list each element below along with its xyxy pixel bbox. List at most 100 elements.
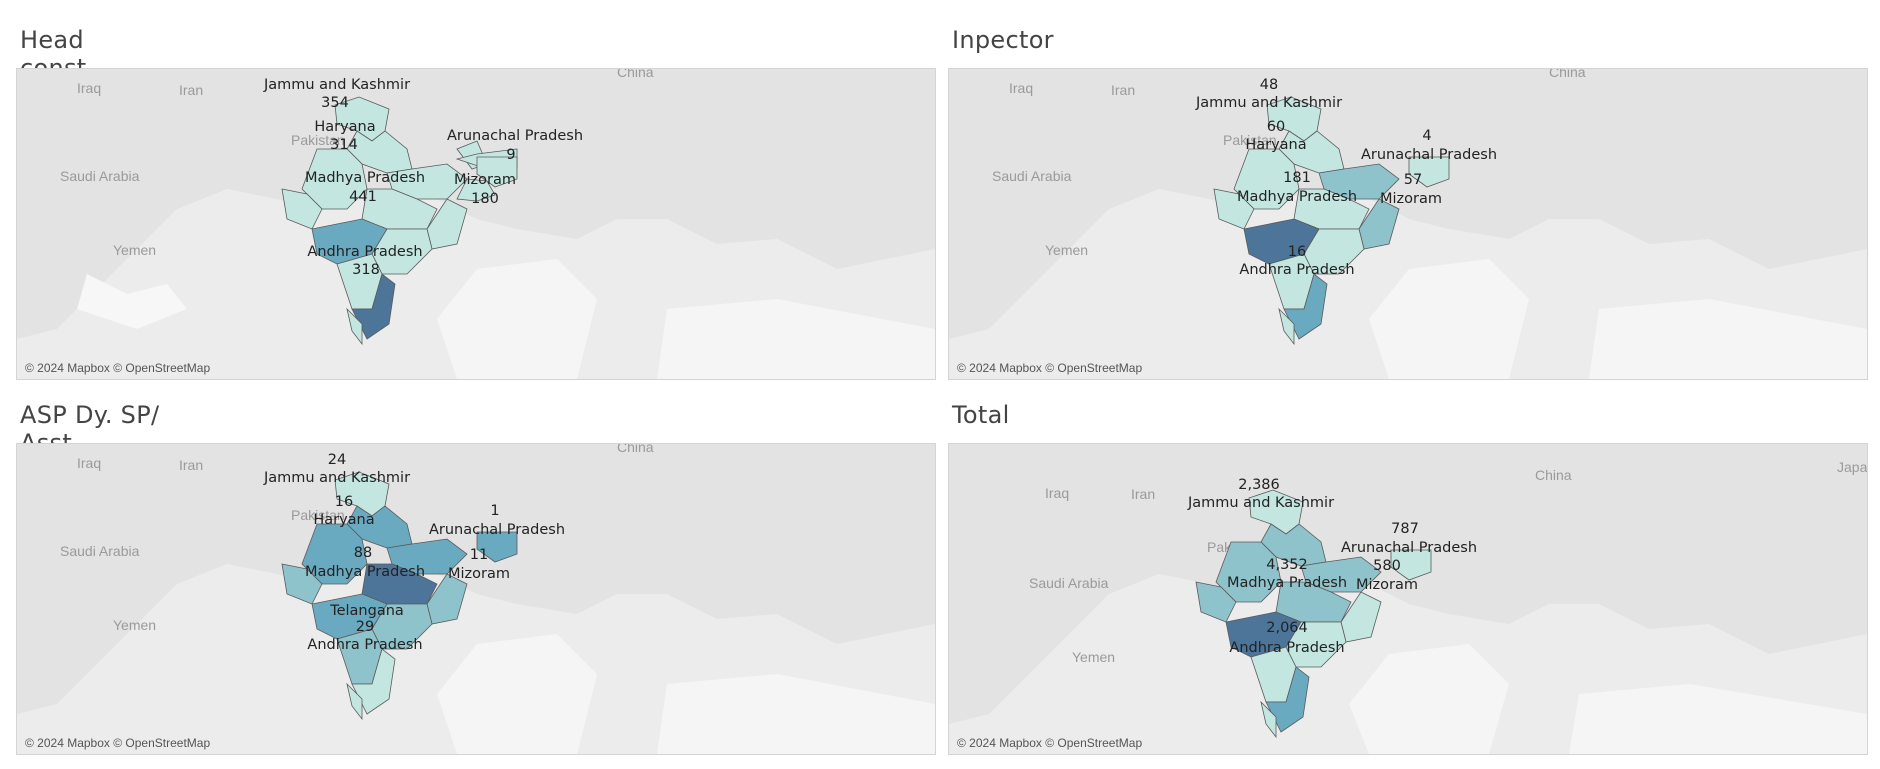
map-inpector[interactable]: Iraq Iran China Pakistan Saudi Arabia Ye… [948, 68, 1868, 380]
value-arunachal-pradesh: 9 [506, 147, 515, 163]
label-andhra-pradesh: Andhra Pradesh [1229, 640, 1344, 656]
land-background [949, 69, 1867, 379]
country-label-china: China [1549, 69, 1586, 80]
south-china-sea [1589, 299, 1867, 379]
state-rajasthan[interactable] [301, 148, 368, 210]
value-mizoram: 180 [471, 191, 499, 207]
state-rajasthan[interactable] [1233, 148, 1300, 210]
india-states[interactable] [1195, 489, 1432, 739]
bay-of-bengal [437, 634, 597, 754]
country-label-yemen: Yemen [113, 242, 156, 258]
choropleth-map[interactable]: Iraq Iran China Pakistan Saudi Arabia Ye… [17, 444, 935, 754]
state-northeast[interactable] [1408, 156, 1450, 188]
bay-of-bengal [1349, 644, 1509, 754]
state-bihar[interactable] [456, 178, 496, 202]
asia-land [949, 444, 1867, 724]
map-labels: 2,386 Jammu and Kashmir 4,352 Madhya Pra… [1187, 477, 1477, 656]
value-arunachal-pradesh: 4 [1422, 128, 1431, 144]
india-states[interactable] [1213, 96, 1450, 346]
value-mizoram: 580 [1373, 558, 1401, 574]
label-jammu-kashmir: Jammu and Kashmir [1195, 95, 1342, 111]
land-background [17, 69, 935, 379]
value-jammu-kashmir: 354 [321, 95, 349, 111]
land-background [17, 444, 935, 754]
label-haryana: Haryana [1245, 137, 1306, 153]
south-china-sea [657, 674, 935, 754]
country-label-iraq: Iraq [1045, 485, 1069, 501]
map-labels: 48 Jammu and Kashmir 60 Haryana 181 Madh… [1195, 77, 1497, 278]
value-haryana: 60 [1267, 119, 1285, 135]
bay-of-bengal [437, 259, 597, 379]
map-labels: Jammu and Kashmir 354 Haryana 314 Madhya… [263, 77, 583, 278]
state-northeast[interactable] [476, 531, 518, 563]
panel-title: Inpector [952, 26, 1054, 54]
value-haryana: 16 [335, 494, 353, 510]
india-states[interactable] [281, 96, 518, 346]
state-northeast[interactable] [476, 156, 518, 188]
value-haryana: 314 [330, 137, 358, 153]
country-label-yemen: Yemen [1072, 649, 1115, 665]
state-kerala[interactable] [346, 682, 363, 721]
map-total[interactable]: Iraq Iran China Pakistan Saudi Arabia Ye… [948, 443, 1868, 755]
asia-land [949, 69, 1867, 339]
panel-title: Total [952, 401, 1010, 429]
state-gujarat[interactable] [1195, 581, 1237, 623]
map-head-const[interactable]: Iraq Iran China Pakistan Saudi Arabia Ye… [16, 68, 936, 380]
label-madhya-pradesh: Madhya Pradesh [305, 564, 425, 580]
label-arunachal-pradesh: Arunachal Pradesh [1361, 147, 1497, 163]
value-madhya-pradesh: 441 [349, 189, 377, 205]
india-states[interactable] [281, 471, 518, 721]
state-tamil-nadu[interactable] [1265, 666, 1310, 733]
state-gujarat[interactable] [281, 563, 323, 605]
state-tamil-nadu[interactable] [351, 273, 396, 340]
country-label-pakistan: Pakistan [291, 132, 345, 148]
choropleth-map[interactable]: Iraq Iran China Pakistan Saudi Arabia Ye… [17, 69, 935, 379]
value-jammu-kashmir: 24 [328, 452, 346, 468]
map-attribution[interactable]: © 2024 Mapbox © OpenStreetMap [957, 736, 1143, 750]
value-mizoram: 57 [1404, 172, 1422, 188]
state-tamil-nadu[interactable] [351, 648, 396, 715]
map-attribution[interactable]: © 2024 Mapbox © OpenStreetMap [25, 361, 211, 375]
map-asp-dysp[interactable]: Iraq Iran China Pakistan Saudi Arabia Ye… [16, 443, 936, 755]
country-label-iraq: Iraq [1009, 80, 1033, 96]
value-andhra-pradesh: 16 [1288, 244, 1306, 260]
arabian-sea-area [77, 274, 187, 329]
map-attribution[interactable]: © 2024 Mapbox © OpenStreetMap [957, 361, 1143, 375]
value-madhya-pradesh: 4,352 [1266, 557, 1308, 573]
label-mizoram: Mizoram [454, 172, 516, 188]
label-jammu-kashmir: Jammu and Kashmir [263, 470, 410, 486]
country-label-china: China [617, 444, 654, 455]
state-northeast[interactable] [1390, 549, 1432, 581]
label-haryana: Haryana [314, 119, 375, 135]
country-label-china: China [1535, 467, 1572, 483]
asia-land [17, 444, 935, 714]
value-andhra-pradesh: 318 [352, 262, 380, 278]
country-label-pakistan: Pakistan [1223, 132, 1277, 148]
state-rajasthan[interactable] [1215, 541, 1282, 603]
choropleth-map[interactable]: Iraq Iran China Pakistan Saudi Arabia Ye… [949, 69, 1867, 379]
state-kerala[interactable] [1260, 700, 1277, 739]
background-country-labels: Iraq Iran China Pakistan Saudi Arabia Ye… [60, 69, 654, 258]
value-arunachal-pradesh: 787 [1391, 521, 1419, 537]
country-label-iran: Iran [1111, 82, 1135, 98]
label-mizoram: Mizoram [1356, 577, 1418, 593]
state-gujarat[interactable] [1213, 188, 1255, 230]
state-kerala[interactable] [346, 307, 363, 346]
country-label-pakistan: Pakistan [291, 507, 345, 523]
label-arunachal-pradesh: Arunachal Pradesh [1341, 540, 1477, 556]
state-rajasthan[interactable] [301, 523, 368, 585]
choropleth-map[interactable]: Iraq Iran China Pakistan Saudi Arabia Ye… [949, 444, 1867, 754]
background-country-labels: Iraq Iran China Pakistan Saudi Arabia Ye… [60, 444, 654, 633]
country-label-saudi-arabia: Saudi Arabia [1029, 575, 1109, 591]
value-arunachal-pradesh: 1 [490, 503, 499, 519]
south-china-sea [657, 299, 935, 379]
map-attribution[interactable]: © 2024 Mapbox © OpenStreetMap [25, 736, 211, 750]
label-arunachal-pradesh: Arunachal Pradesh [447, 128, 583, 144]
state-gujarat[interactable] [281, 188, 323, 230]
state-tamil-nadu[interactable] [1283, 273, 1328, 340]
state-kerala[interactable] [1278, 307, 1295, 346]
country-label-saudi-arabia: Saudi Arabia [60, 543, 140, 559]
label-andhra-pradesh: Andhra Pradesh [1239, 262, 1354, 278]
value-jammu-kashmir: 48 [1260, 77, 1278, 93]
country-label-china: China [617, 69, 654, 80]
